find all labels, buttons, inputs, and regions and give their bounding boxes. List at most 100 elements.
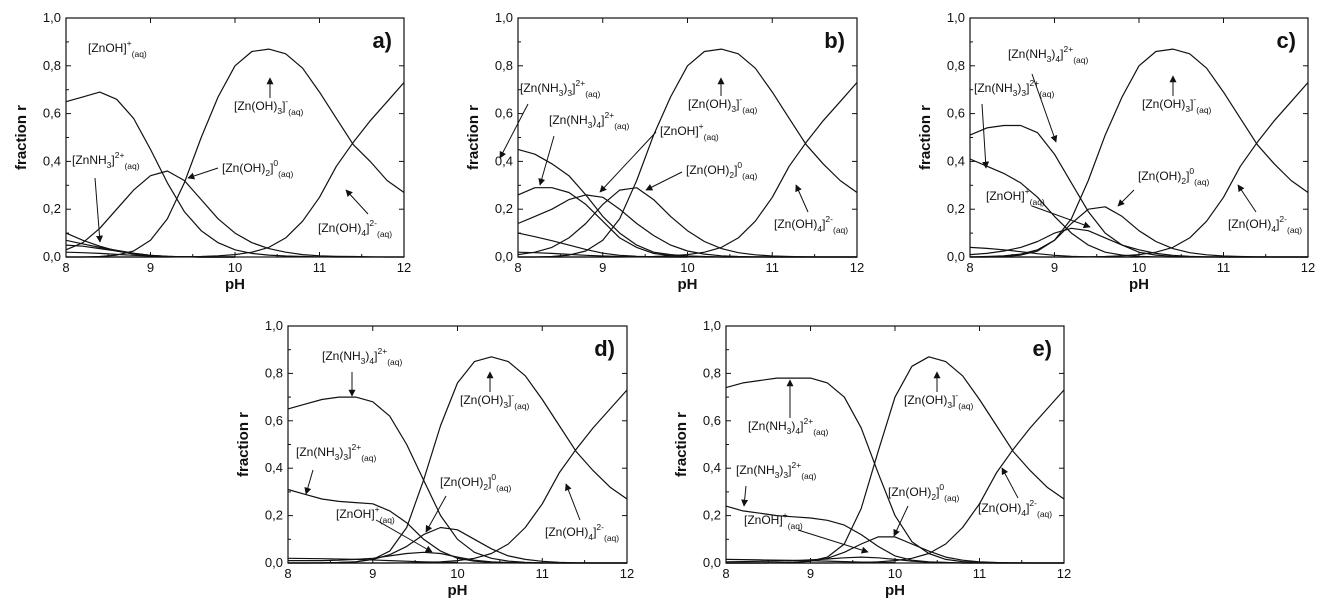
plot-frame <box>725 325 1065 564</box>
x-axis-title: pH <box>678 276 698 293</box>
arrow-b-znnh33 <box>499 103 529 159</box>
series-line-4 <box>518 48 858 258</box>
arrow-d-zn-oh2 <box>425 495 447 533</box>
arrow-c-znoh <box>1031 205 1091 229</box>
y-tick-label: 0,6 <box>43 106 61 121</box>
arrow-c-zn-oh4 <box>1237 184 1257 213</box>
label-b-znoh: [ZnOH]+(aq) <box>660 121 719 142</box>
arrow-d-znoh <box>375 519 433 553</box>
arrow-a-znnh3 <box>94 177 103 243</box>
x-tick-label: 11 <box>1217 260 1231 275</box>
label-d-zn-oh2: [Zn(OH)2]0(aq) <box>440 472 511 493</box>
label-d-znnh34: [Zn(NH3)4]2+(aq) <box>322 346 402 367</box>
arrow-a-zn-oh4 <box>345 189 369 215</box>
x-tick-label: 11 <box>973 566 987 581</box>
series-line-5 <box>726 389 1065 564</box>
y-tick-label: 1,0 <box>43 10 61 25</box>
arrow-c-zn-oh2 <box>1117 189 1135 207</box>
arrow-b-zn-oh2 <box>645 171 683 191</box>
y-tick-label: 0,6 <box>947 106 965 121</box>
arrow-d-zn-oh4 <box>565 483 581 521</box>
x-tick-label: 11 <box>536 566 550 581</box>
y-axis-title: fraction r <box>917 105 934 170</box>
y-tick-label: 0,4 <box>265 460 283 475</box>
y-tick-label: 1,0 <box>947 10 965 25</box>
series-line-4 <box>288 356 628 564</box>
x-tick-label: 10 <box>888 566 902 581</box>
x-tick-label: 10 <box>228 260 242 275</box>
y-axis-title: fraction r <box>673 412 690 477</box>
y-tick-label: 0,4 <box>947 153 965 168</box>
label-b-zn-oh4: [Zn(OH)4]2-(aq) <box>774 214 848 235</box>
series-line-6 <box>969 246 1139 258</box>
series-line-6 <box>287 557 458 564</box>
series-line-6 <box>65 244 235 258</box>
y-tick-label: 0,8 <box>43 58 61 73</box>
series-line-4 <box>970 48 1309 258</box>
x-tick-label: 10 <box>450 566 464 581</box>
x-tick-label: 10 <box>680 260 694 275</box>
series-line-5 <box>288 389 628 564</box>
label-a-zn-oh3: [Zn(OH)3]-(aq) <box>234 96 304 117</box>
x-tick-label: 9 <box>807 566 814 581</box>
arrow-e-znoh <box>797 529 869 554</box>
label-c-znoh: [ZnOH]+(aq) <box>986 186 1045 207</box>
x-axis-title: pH <box>885 582 905 599</box>
x-tick-label: 12 <box>620 566 634 581</box>
label-e-znnh34: [Zn(NH3)4]2+(aq) <box>748 416 828 437</box>
label-c-zn-oh4: [Zn(OH)4]2-(aq) <box>1228 214 1302 235</box>
y-tick-label: 1,0 <box>703 318 721 333</box>
x-tick-label: 11 <box>313 260 327 275</box>
panel-b: 8 9 10 11 12 0,0 0,2 0,4 0,6 0,8 1,0 pH fraction r b) <box>465 10 864 293</box>
x-tick-label: 9 <box>369 566 376 581</box>
x-tick-label: 9 <box>147 260 154 275</box>
y-tick-label: 0,2 <box>265 508 283 523</box>
y-tick-label: 0,4 <box>43 153 61 168</box>
y-tick-label: 0,8 <box>495 58 513 73</box>
label-e-zn-oh3: [Zn(OH)3]-(aq) <box>904 390 974 411</box>
label-b-zn-oh3: [Zn(OH)3]-(aq) <box>688 94 758 115</box>
y-tick-label: 0,0 <box>947 249 965 264</box>
chart-panels: 8 9 10 11 12 0,0 0,2 0,4 0,6 0,8 1,0 pH fraction r a)… <box>13 10 1315 599</box>
x-tick-label: 12 <box>1057 566 1071 581</box>
x-tick-label: 8 <box>722 566 729 581</box>
label-e-znoh: [ZnOH]+(aq) <box>744 510 803 531</box>
annotation-arrows <box>94 73 1257 554</box>
x-tick-label: 8 <box>284 566 291 581</box>
arrow-e-znnh33 <box>741 485 749 507</box>
panel-e: 8 9 10 11 12 0,0 0,2 0,4 0,6 0,8 1,0 pH fraction r e) <box>673 318 1071 599</box>
x-axis-title: pH <box>225 276 245 293</box>
series-line-3 <box>66 82 405 258</box>
x-axis-title: pH <box>1129 276 1149 293</box>
label-d-znnh33: [Zn(NH3)3]2+(aq) <box>296 442 376 463</box>
series-line-3 <box>517 187 857 258</box>
y-tick-label: 0,8 <box>947 58 965 73</box>
label-b-znnh33: [Zn(NH3)3]2+(aq) <box>520 78 600 99</box>
y-tick-label: 0,2 <box>703 508 721 523</box>
y-tick-label: 0,6 <box>495 106 513 121</box>
series-line-6 <box>725 558 896 564</box>
series-line-7 <box>65 251 235 258</box>
panel-label: c) <box>1276 28 1296 53</box>
x-tick-label: 12 <box>397 260 411 275</box>
arrow-a-zn-oh2 <box>187 167 219 180</box>
y-tick-label: 0,2 <box>947 201 965 216</box>
arrow-e-zn-oh4 <box>1001 467 1019 499</box>
label-e-zn-oh2: [Zn(OH)2]0(aq) <box>888 482 959 503</box>
label-b-zn-oh2: [Zn(OH)2]0(aq) <box>686 160 757 181</box>
panel-label: d) <box>594 336 615 361</box>
label-e-zn-oh4: [Zn(OH)4]2-(aq) <box>978 498 1052 519</box>
label-a-znnh3: [ZnNH3]2+(aq) <box>72 150 140 171</box>
arrow-e-zn-oh2 <box>893 505 909 537</box>
label-e-znnh33: [Zn(NH3)3]2+(aq) <box>736 460 816 481</box>
arrow-b-znnh34 <box>538 135 555 186</box>
y-tick-label: 0,0 <box>43 249 61 264</box>
label-c-zn-oh3: [Zn(OH)3]-(aq) <box>1142 94 1212 115</box>
x-tick-label: 12 <box>1301 260 1315 275</box>
y-tick-label: 0,6 <box>703 413 721 428</box>
label-c-zn-oh2: [Zn(OH)2]0(aq) <box>1138 166 1209 187</box>
x-tick-label: 9 <box>599 260 606 275</box>
y-tick-label: 0,0 <box>703 555 721 570</box>
label-a-zn-oh4: [Zn(OH)4]2-(aq) <box>318 218 392 239</box>
